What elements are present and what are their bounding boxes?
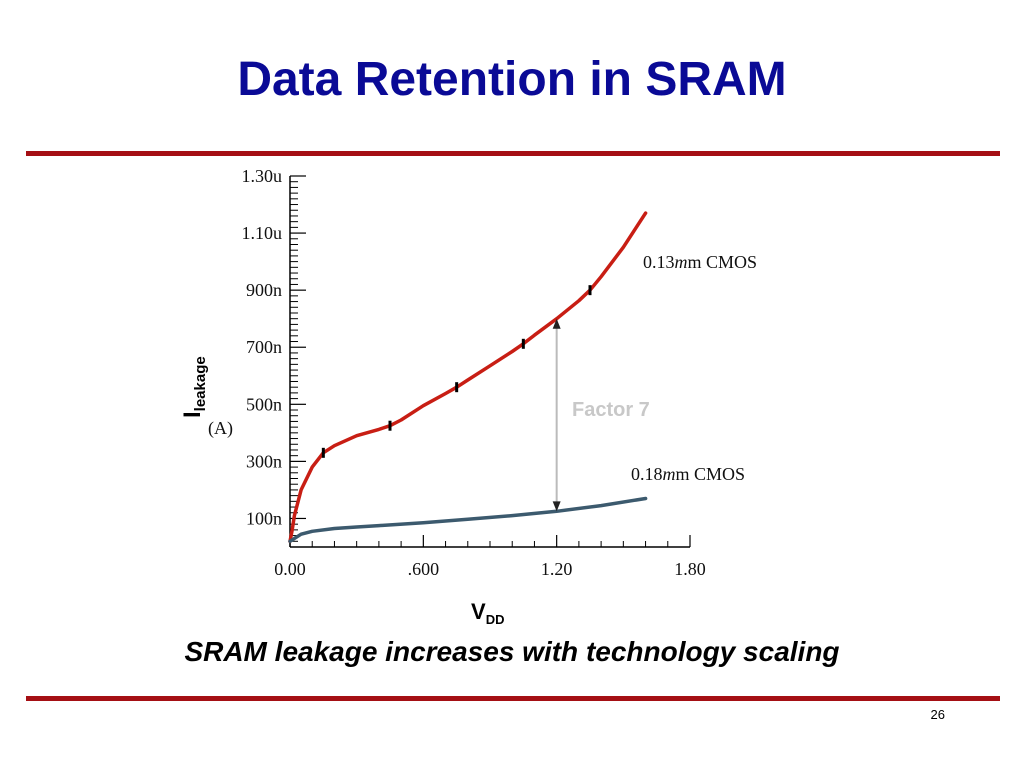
y-tick-label: 1.10u: [242, 223, 283, 243]
leakage-chart: 100n 300n 500n 700n 900n 1.10u 1.30u 0.00 .600 1.…: [179, 166, 757, 627]
y-tick-label: 700n: [246, 337, 282, 357]
x-tick-label: 1.20: [541, 559, 573, 579]
factor-arrow-head-down: [552, 501, 561, 512]
page-number: 26: [930, 707, 945, 722]
y-tick-label: 500n: [246, 394, 282, 414]
series-013-line: [288, 211, 648, 544]
chart-axes: [289, 176, 690, 548]
x-axis-title: VDD: [471, 599, 504, 627]
chart-labels: 0.13mm CMOS 0.18mm CMOS Factor 7 Ileakage(A…: [179, 252, 757, 627]
y-tick-label: 300n: [246, 451, 282, 471]
y-tick-label: 1.30u: [242, 166, 283, 186]
slide-title: Data Retention in SRAM: [237, 53, 787, 106]
y-tick-label: 100n: [246, 508, 282, 528]
series-013-label: 0.13mm CMOS: [643, 252, 757, 272]
series-018-label: 0.18mm CMOS: [631, 464, 745, 484]
bottom-divider: [26, 696, 1000, 701]
factor-label: Factor 7: [572, 399, 650, 421]
x-tick-label: 1.80: [674, 559, 706, 579]
chart-series: [288, 211, 648, 544]
y-axis-title: Ileakage: [179, 356, 209, 418]
chart-ticks: 100n 300n 500n 700n 900n 1.10u 1.30u 0.00 .600 1.…: [242, 166, 706, 579]
y-tick-label: 900n: [246, 280, 282, 300]
y-axis-unit: (A): [208, 418, 233, 439]
factor-arrow-head-up: [552, 318, 561, 329]
top-divider: [26, 151, 1000, 156]
slide-caption: SRAM leakage increases with technology s…: [184, 636, 840, 667]
series-018-line: [288, 496, 648, 544]
x-tick-label: 0.00: [274, 559, 306, 579]
x-tick-label: .600: [408, 559, 440, 579]
